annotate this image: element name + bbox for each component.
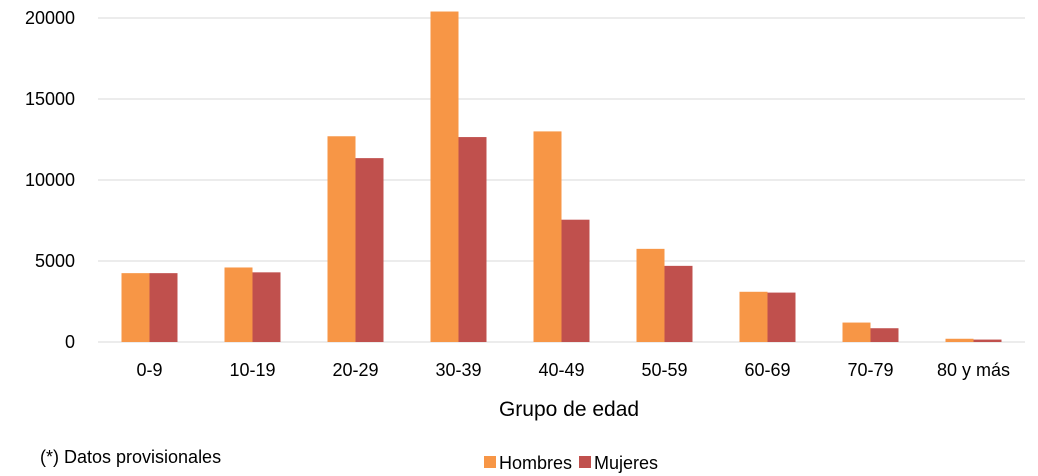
- y-tick-label: 0: [65, 332, 75, 352]
- legend-label-mujeres: Mujeres: [594, 453, 658, 473]
- legend-label-hombres: Hombres: [499, 453, 572, 473]
- bar-hombres-70-79: [842, 322, 871, 342]
- y-axis-ticks: 0 5000 10000 15000 20000: [25, 8, 75, 352]
- bar-hombres-10-19: [224, 267, 253, 342]
- bar-mujeres-50-59: [664, 265, 693, 342]
- x-tick-label: 40-49: [538, 360, 584, 380]
- bar-hombres-20-29: [327, 136, 356, 342]
- bar-hombres-50-59: [636, 248, 665, 342]
- bar-mujeres-80-y-más: [973, 339, 1002, 342]
- y-tick-label: 20000: [25, 8, 75, 28]
- bar-mujeres-60-69: [767, 292, 796, 342]
- footnote: (*) Datos provisionales: [40, 447, 221, 467]
- x-tick-label: 20-29: [332, 360, 378, 380]
- x-tick-label: 0-9: [136, 360, 162, 380]
- y-tick-label: 15000: [25, 89, 75, 109]
- bars: [121, 11, 1002, 343]
- legend-swatch-hombres: [484, 456, 496, 468]
- x-axis-ticks: 0-9 10-19 20-29 30-39 40-49 50-59 60-69 70-79 80…: [136, 360, 1010, 380]
- bar-hombres-0-9: [121, 273, 150, 342]
- x-tick-label: 50-59: [641, 360, 687, 380]
- x-tick-label: 30-39: [435, 360, 481, 380]
- x-tick-label: 80 y más: [937, 360, 1010, 380]
- y-tick-label: 10000: [25, 170, 75, 190]
- legend: Hombres Mujeres: [484, 453, 658, 473]
- bar-mujeres-30-39: [458, 137, 487, 342]
- x-tick-label: 60-69: [744, 360, 790, 380]
- x-tick-label: 10-19: [229, 360, 275, 380]
- x-tick-label: 70-79: [847, 360, 893, 380]
- bar-hombres-40-49: [533, 131, 562, 342]
- x-axis-title: Grupo de edad: [499, 398, 639, 421]
- bar-mujeres-20-29: [355, 158, 384, 342]
- bar-mujeres-40-49: [561, 219, 590, 342]
- y-tick-label: 5000: [35, 251, 75, 271]
- bar-hombres-80-y-más: [945, 338, 974, 342]
- bar-mujeres-70-79: [870, 328, 899, 342]
- bar-hombres-30-39: [430, 11, 459, 343]
- legend-swatch-mujeres: [579, 456, 591, 468]
- bar-mujeres-0-9: [149, 273, 178, 342]
- bar-mujeres-10-19: [252, 272, 281, 342]
- bar-hombres-60-69: [739, 291, 768, 342]
